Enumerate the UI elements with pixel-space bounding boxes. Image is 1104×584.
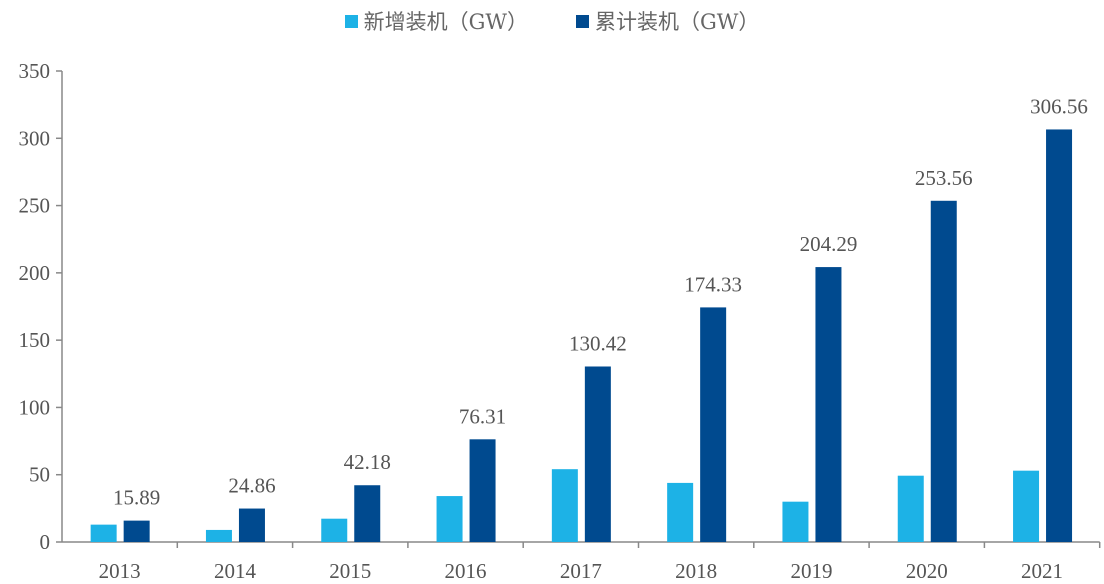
x-tick-label: 2019 <box>790 559 832 583</box>
legend-label-new: 新增装机（GW） <box>363 10 528 34</box>
bar-cumulative <box>700 307 727 542</box>
y-tick-label: 350 <box>19 59 51 83</box>
y-tick-label: 100 <box>19 395 51 419</box>
x-tick-label: 2015 <box>329 559 371 583</box>
legend-label-cumulative: 累计装机（GW） <box>595 10 760 34</box>
bar-new <box>897 475 924 542</box>
data-label: 130.42 <box>569 331 627 355</box>
y-tick-label: 50 <box>29 463 50 487</box>
bar-new <box>782 501 809 542</box>
bar-new <box>436 496 463 542</box>
x-tick-label: 2020 <box>906 559 948 583</box>
data-label: 204.29 <box>800 232 858 256</box>
bar-new <box>321 518 348 542</box>
bar-new <box>551 469 578 542</box>
bar-cumulative <box>238 508 265 542</box>
bar-cumulative <box>123 520 150 542</box>
x-tick-label: 2017 <box>560 559 602 583</box>
bar-new <box>205 529 232 542</box>
data-label: 253.56 <box>915 166 973 190</box>
y-tick-label: 200 <box>19 261 51 285</box>
legend-item-new: 新增装机（GW） <box>344 6 528 36</box>
data-label: 76.31 <box>459 404 506 428</box>
bar-new <box>90 524 117 542</box>
y-tick-label: 250 <box>19 194 51 218</box>
legend-swatch-cumulative <box>576 14 589 28</box>
bar-new <box>1013 470 1040 542</box>
y-tick-label: 300 <box>19 126 51 150</box>
y-tick-label: 150 <box>19 328 51 352</box>
x-tick-label: 2014 <box>214 559 257 583</box>
x-tick-label: 2016 <box>445 559 487 583</box>
data-label: 42.18 <box>344 450 391 474</box>
bar-cumulative <box>1046 129 1073 542</box>
legend: 新增装机（GW） 累计装机（GW） <box>0 6 1104 36</box>
legend-swatch-new <box>344 14 358 28</box>
data-label: 306.56 <box>1030 94 1088 118</box>
bar-cumulative <box>354 485 381 542</box>
data-label: 174.33 <box>684 272 742 296</box>
legend-item-cumulative: 累计装机（GW） <box>576 6 759 36</box>
bar-cumulative <box>469 439 496 542</box>
data-label: 24.86 <box>228 474 275 498</box>
bar-cumulative <box>815 267 842 542</box>
bar-cumulative <box>584 366 611 542</box>
y-tick-label: 0 <box>40 530 51 554</box>
x-tick-label: 2021 <box>1021 559 1063 583</box>
data-label: 15.89 <box>113 486 160 510</box>
bar-new <box>667 482 694 542</box>
bar-cumulative <box>930 200 957 542</box>
x-tick-label: 2013 <box>99 559 141 583</box>
x-tick-label: 2018 <box>675 559 717 583</box>
